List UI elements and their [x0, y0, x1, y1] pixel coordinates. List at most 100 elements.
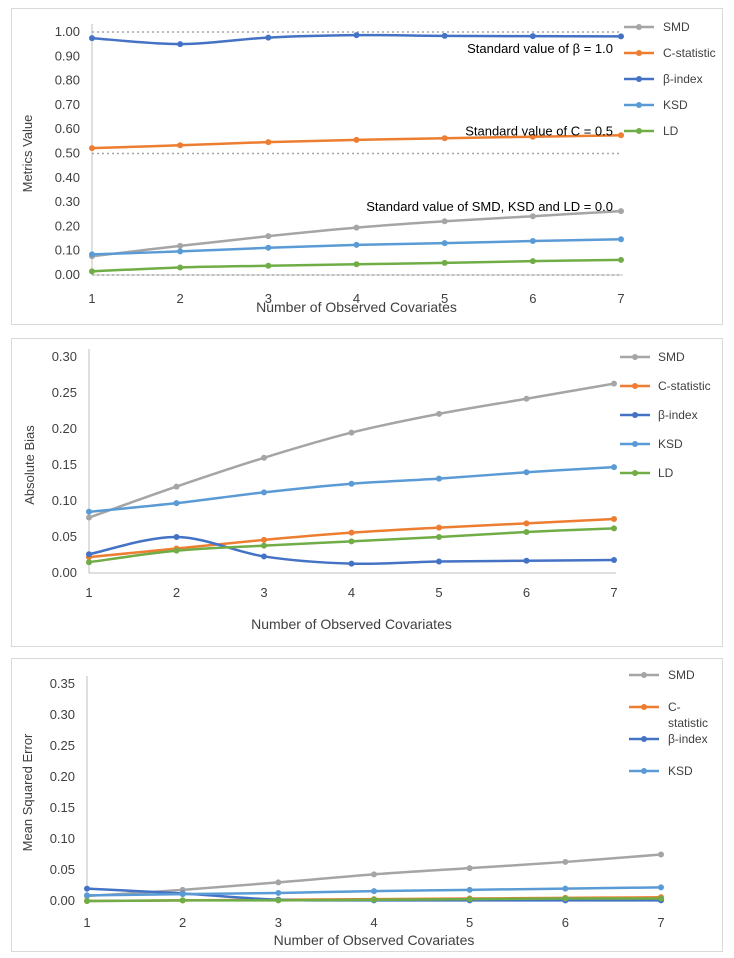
data-point: [348, 538, 355, 545]
y-tick-label: 0.60: [55, 121, 80, 136]
legend-label: SMD: [668, 668, 695, 682]
y-tick-label: 0.25: [52, 385, 77, 400]
data-point: [618, 256, 624, 263]
x-tick-label: 7: [617, 291, 624, 306]
chart-svg-metrics: 0.00 0.10 0.20 0.30 0.40 0.50 0.60 0.70 0.80 0.90…: [20, 20, 716, 315]
x-axis-title: Number of Observed Covariates: [274, 932, 475, 948]
data-point: [618, 208, 624, 215]
y-tick-label: 0.15: [52, 457, 77, 472]
legend-marker: [636, 76, 642, 82]
x-tick-label: 5: [466, 915, 473, 930]
y-tick-label: 0.20: [52, 421, 77, 436]
legend-label: KSD: [668, 764, 693, 778]
data-point: [348, 560, 355, 567]
legend-label: LD: [663, 124, 679, 138]
legend-marker: [641, 736, 647, 742]
x-tick-label: 6: [523, 585, 530, 600]
data-point: [173, 500, 180, 507]
data-point: [466, 865, 473, 872]
data-point: [523, 395, 530, 402]
legend-label: β-index: [668, 732, 708, 746]
series-line: [91, 209, 622, 258]
legend-marker: [636, 50, 642, 56]
x-tick-label: 1: [88, 291, 95, 306]
data-point: [529, 237, 536, 244]
y-axis-title: Absolute Bias: [22, 425, 37, 505]
legend-marker: [636, 128, 642, 134]
legend-label: KSD: [663, 98, 688, 112]
data-point: [275, 889, 282, 896]
data-point: [466, 896, 473, 903]
x-tick-label: 7: [657, 915, 664, 930]
y-tick-label: 0.00: [52, 565, 77, 580]
chart-absolute-bias: 0.00 0.05 0.10 0.15 0.20 0.25 0.30 1 2 3 4 5 6 7 Numbe…: [11, 338, 723, 647]
data-point: [89, 35, 95, 42]
data-point: [265, 139, 272, 146]
data-point: [348, 429, 355, 436]
y-tick-label: 0.35: [50, 676, 75, 691]
legend-label: LD: [658, 466, 674, 480]
data-point: [265, 233, 272, 240]
y-tick-label: 0.30: [52, 349, 77, 364]
data-point: [529, 213, 536, 220]
data-point: [523, 469, 530, 476]
data-point: [658, 895, 664, 902]
y-tick-label: 0.40: [55, 170, 80, 185]
x-tick-label: 4: [348, 585, 355, 600]
data-point: [466, 886, 473, 893]
data-point: [658, 884, 664, 891]
x-tick-label: 3: [275, 915, 282, 930]
annotation-text: Standard value of C = 0.5: [465, 124, 613, 139]
data-point: [529, 258, 536, 265]
y-tick-label: 0.30: [50, 707, 75, 722]
data-point: [441, 218, 448, 225]
legend-label: β-index: [663, 72, 703, 86]
data-point: [436, 558, 442, 565]
chart-mean-squared-error: 0.00 0.05 0.10 0.15 0.20 0.25 0.30 0.35 1 2 3 4 5 6 7 N…: [11, 658, 723, 952]
data-point: [261, 489, 267, 496]
data-point: [441, 240, 448, 247]
y-tick-label: 0.20: [50, 769, 75, 784]
data-point: [529, 133, 536, 140]
data-point: [611, 380, 617, 387]
data-point: [84, 892, 90, 899]
x-tick-label: 7: [610, 585, 617, 600]
legend-marker: [641, 768, 647, 774]
y-tick-label: 0.90: [55, 48, 80, 63]
legend-marker: [632, 441, 638, 447]
x-tick-label: 4: [353, 291, 360, 306]
x-tick-label: 5: [435, 585, 442, 600]
legend-label: SMD: [663, 20, 690, 34]
data-point: [84, 885, 90, 892]
x-tick-label: 1: [85, 585, 92, 600]
data-point: [179, 897, 186, 904]
data-point: [436, 410, 442, 417]
data-point: [275, 879, 282, 886]
data-point: [177, 264, 184, 271]
data-point: [265, 262, 272, 269]
data-point: [177, 248, 184, 255]
data-point: [371, 888, 377, 895]
x-axis-title: Number of Observed Covariates: [256, 299, 457, 315]
data-point: [86, 514, 92, 521]
data-point: [261, 454, 267, 461]
chart-svg-mse: 0.00 0.05 0.10 0.15 0.20 0.25 0.30 0.35 1 2 3 4 5 6 7 N…: [20, 668, 708, 948]
x-tick-label: 5: [441, 291, 448, 306]
legend-marker: [641, 704, 647, 710]
data-point: [261, 536, 267, 543]
y-tick-label: 1.00: [55, 24, 80, 39]
chart-svg-bias: 0.00 0.05 0.10 0.15 0.20 0.25 0.30 1 2 3 4 5 6 7 Numbe…: [22, 349, 711, 632]
data-point: [265, 34, 272, 41]
legend-marker: [632, 383, 638, 389]
legend-label: KSD: [658, 437, 683, 451]
data-point: [611, 557, 617, 564]
legend-marker: [636, 24, 642, 30]
y-tick-label: 0.50: [55, 146, 80, 161]
legend-label: C-statistic: [658, 379, 711, 393]
y-tick-label: 0.25: [50, 738, 75, 753]
y-tick-label: 0.10: [55, 243, 80, 258]
y-tick-label: 0.70: [55, 97, 80, 112]
data-point: [177, 142, 184, 149]
y-axis-title: Metrics Value: [20, 115, 35, 193]
y-tick-label: 0.00: [50, 893, 75, 908]
